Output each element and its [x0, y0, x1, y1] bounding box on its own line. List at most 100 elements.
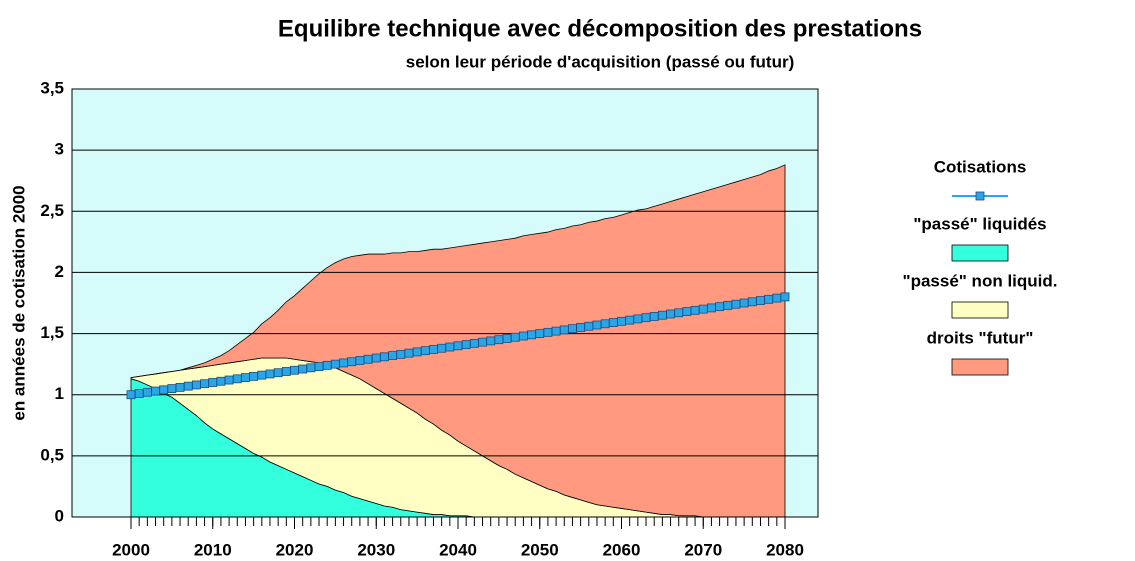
marker — [568, 324, 577, 334]
legend-swatch — [951, 301, 1009, 319]
marker — [617, 316, 626, 326]
marker — [478, 337, 487, 347]
marker — [739, 298, 749, 308]
marker — [437, 343, 447, 353]
marker — [756, 296, 765, 305]
marker — [527, 330, 536, 340]
marker — [371, 353, 381, 363]
marker — [224, 375, 234, 385]
marker — [216, 376, 226, 386]
y-tick-label: 0 — [55, 506, 64, 525]
marker — [265, 369, 275, 379]
marker — [151, 386, 160, 396]
marker — [232, 374, 242, 384]
x-tick-label: 2050 — [521, 540, 559, 559]
marker — [142, 387, 152, 397]
marker — [543, 327, 553, 337]
x-tick-label: 2060 — [603, 540, 641, 559]
marker — [159, 385, 169, 395]
marker — [134, 389, 144, 398]
legend-label: "passé" liquidés — [913, 214, 1046, 233]
marker — [600, 319, 610, 329]
marker — [355, 356, 365, 365]
marker — [625, 315, 635, 325]
y-tick-label: 2,5 — [40, 201, 64, 220]
y-tick-label: 1,5 — [40, 323, 64, 342]
marker — [674, 308, 684, 318]
marker — [183, 381, 193, 391]
marker — [314, 362, 324, 371]
marker — [445, 342, 455, 352]
marker — [429, 345, 438, 354]
x-tick-label: 2030 — [357, 540, 395, 559]
chart-title: Equilibre technique avec décomposition d… — [278, 15, 922, 42]
marker — [502, 334, 512, 343]
marker — [633, 314, 643, 324]
marker — [690, 305, 700, 315]
area — [130, 164, 786, 518]
marker — [723, 301, 733, 310]
marker — [576, 323, 586, 332]
marker — [519, 331, 528, 341]
marker — [420, 346, 430, 356]
marker — [281, 367, 291, 376]
marker — [535, 329, 545, 338]
legend-swatch — [951, 244, 1009, 262]
legend-label: droits "futur" — [927, 328, 1034, 347]
marker — [780, 292, 790, 302]
y-tick-label: 1 — [55, 384, 64, 403]
marker — [649, 312, 659, 321]
marker — [453, 341, 463, 351]
y-tick-label: 3,5 — [40, 78, 64, 97]
marker — [747, 297, 757, 307]
legend-marker — [975, 191, 985, 201]
marker — [330, 359, 340, 369]
x-tick-label: 2010 — [194, 540, 232, 559]
y-tick-label: 2 — [55, 262, 64, 281]
marker — [208, 378, 218, 387]
marker — [698, 304, 708, 314]
legend-label: "passé" non liquid. — [903, 271, 1058, 290]
marker — [731, 299, 741, 309]
x-tick-label: 2000 — [112, 540, 150, 559]
marker — [191, 380, 201, 390]
marker — [764, 294, 774, 304]
marker — [469, 338, 479, 348]
marker — [404, 348, 414, 358]
marker — [380, 352, 389, 362]
x-tick-label: 2080 — [766, 540, 804, 559]
marker — [494, 335, 504, 345]
x-tick-label: 2040 — [439, 540, 477, 559]
marker — [772, 293, 782, 303]
chart-subtitle: selon leur période d'acquisition (passé … — [406, 52, 794, 71]
marker — [461, 340, 471, 349]
marker — [249, 371, 259, 381]
marker — [241, 373, 250, 382]
y-axis-label: en années de cotisation 2000 — [9, 185, 28, 420]
x-tick-label: 2070 — [684, 540, 722, 559]
marker — [510, 332, 520, 342]
y-tick-label: 3 — [55, 140, 64, 159]
marker — [363, 354, 373, 364]
marker — [339, 358, 348, 368]
legend-swatch — [951, 358, 1009, 376]
marker — [306, 363, 316, 373]
marker — [175, 382, 185, 392]
marker — [167, 384, 177, 394]
marker — [273, 368, 283, 378]
marker — [486, 336, 496, 346]
marker — [257, 370, 267, 380]
marker — [388, 351, 398, 360]
marker — [707, 303, 716, 313]
marker — [666, 309, 675, 319]
marker — [396, 349, 406, 359]
marker — [592, 320, 602, 330]
marker — [551, 326, 561, 336]
marker — [657, 310, 667, 320]
marker — [608, 318, 618, 327]
marker — [682, 307, 692, 316]
marker — [641, 313, 651, 323]
marker — [322, 360, 332, 370]
